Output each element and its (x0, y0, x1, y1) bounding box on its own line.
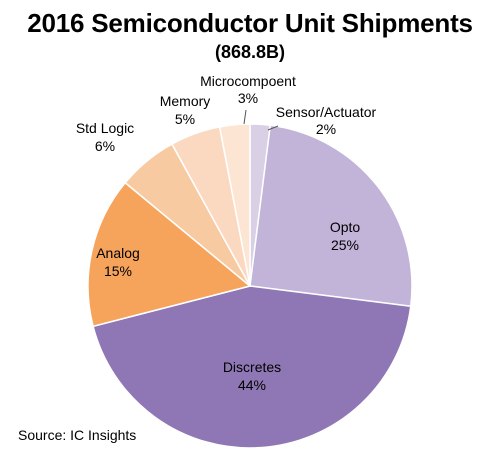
leader-line-sensor-actuator (267, 125, 279, 131)
source-note: Source: IC Insights (18, 427, 137, 443)
pie-slice-opto (249, 124, 413, 308)
slice-label-analog: Analog (96, 245, 140, 261)
slice-label-sensor-actuator: Sensor/Actuator (276, 104, 377, 120)
pie-slice-microcompoent (218, 123, 251, 287)
slice-label-discretes: Discretes (223, 359, 281, 375)
slice-label-memory: Memory (160, 93, 211, 109)
leader-line-microcompoent (243, 109, 247, 125)
pie-slice-discretes (92, 285, 412, 449)
slice-value-discretes: 44% (238, 377, 266, 393)
slice-label-opto: Opto (330, 219, 361, 235)
chart-subtitle: (868.8B) (214, 42, 286, 62)
slice-value-analog: 15% (104, 263, 132, 279)
slice-label-std-logic: Std Logic (76, 120, 134, 136)
chart-title: 2016 Semiconductor Unit Shipments (27, 8, 473, 38)
slice-label-microcompoent: Microcompoent (200, 73, 296, 89)
slice-value-opto: 25% (331, 237, 359, 253)
slice-value-memory: 5% (175, 111, 195, 127)
slice-value-std-logic: 6% (95, 138, 115, 154)
pie-slice-analog (87, 181, 252, 328)
slice-value-sensor-actuator: 2% (316, 121, 336, 137)
slice-value-microcompoent: 3% (238, 90, 258, 106)
